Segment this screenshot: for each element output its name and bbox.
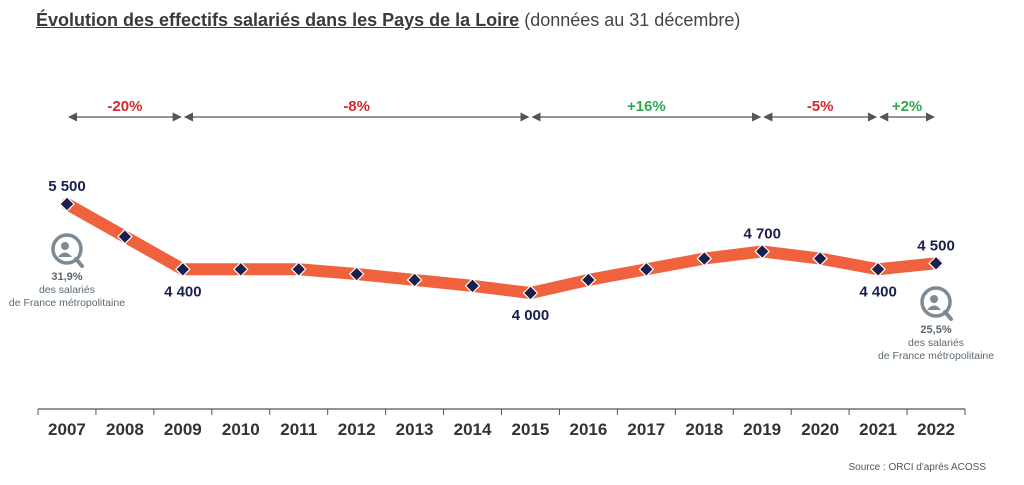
data-point-2008	[117, 228, 133, 245]
data-point-2016	[580, 272, 597, 288]
badge-caption: des salariés	[39, 284, 95, 296]
data-points	[59, 196, 944, 301]
x-tick-label: 2007	[48, 420, 86, 439]
badge-caption: des salariés	[908, 337, 964, 349]
x-tick-label: 2020	[801, 420, 839, 439]
data-label: 4 500	[917, 237, 955, 254]
period-change-label: -8%	[343, 98, 370, 115]
x-tick-label: 2022	[917, 420, 955, 439]
series-line	[60, 198, 943, 299]
data-label: 4 000	[512, 307, 550, 324]
chart-title-sub: (données au 31 décembre)	[519, 10, 741, 30]
x-tick-label: 2018	[685, 420, 723, 439]
x-tick-label: 2019	[743, 420, 781, 439]
data-labels: 5 500 4 400 4 000 4 700 4 400 4 500	[48, 178, 955, 324]
data-point-2010	[232, 261, 249, 278]
data-point-2015	[522, 285, 539, 301]
badge-caption: de France métropolitaine	[9, 297, 125, 309]
x-tick-label: 2010	[222, 420, 260, 439]
series-line-path	[60, 198, 943, 299]
x-tick-label: 2011	[280, 420, 317, 439]
data-point-2021	[870, 261, 886, 278]
period-arrows: -20% -8% +16% -5% +2%	[68, 98, 935, 122]
badge-percentage: 25,5%	[920, 324, 951, 336]
badge-percentage: 31,9%	[51, 271, 82, 283]
data-point-2013	[406, 272, 423, 288]
data-point-2007	[59, 196, 75, 212]
x-tick-label: 2014	[454, 420, 492, 439]
x-tick-label: 2008	[106, 420, 144, 439]
period-change-label: -20%	[107, 98, 142, 115]
data-point-2020	[812, 250, 829, 267]
data-point-2012	[348, 266, 365, 282]
x-tick-label: 2016	[569, 420, 607, 439]
data-point-2018	[696, 250, 713, 267]
x-tick-label: 2012	[338, 420, 376, 439]
data-point-2017	[638, 261, 655, 278]
x-axis: 2007 2008 2009 2010 2011 2012 2013 2014 2015 2016…	[37, 408, 966, 439]
data-label: 4 400	[164, 283, 202, 300]
data-label: 4 700	[743, 225, 781, 242]
source-note: Source : ORCI d'après ACOSS	[848, 462, 986, 473]
period-change-label: +16%	[627, 98, 666, 115]
x-tick-label: 2021	[859, 420, 897, 439]
data-point-2011	[290, 261, 307, 278]
x-tick-label: 2017	[627, 420, 665, 439]
period-change-label: -5%	[807, 98, 834, 115]
badge-caption: de France métropolitaine	[878, 350, 994, 362]
data-point-2014	[464, 278, 481, 294]
data-point-2009	[174, 261, 191, 278]
data-label: 4 400	[859, 283, 897, 300]
x-tick-label: 2013	[396, 420, 434, 439]
data-label: 5 500	[48, 178, 86, 195]
chart-title: Évolution des effectifs salariés dans le…	[36, 10, 740, 31]
magnifier-person-icon	[51, 233, 84, 268]
x-tick-label: 2009	[164, 420, 202, 439]
period-change-label: +2%	[892, 98, 922, 115]
chart-title-main: Évolution des effectifs salariés dans le…	[36, 10, 520, 30]
magnifier-person-icon	[920, 286, 954, 321]
data-point-2019	[754, 243, 771, 260]
data-point-2022	[928, 255, 944, 272]
x-tick-label: 2015	[512, 420, 550, 439]
